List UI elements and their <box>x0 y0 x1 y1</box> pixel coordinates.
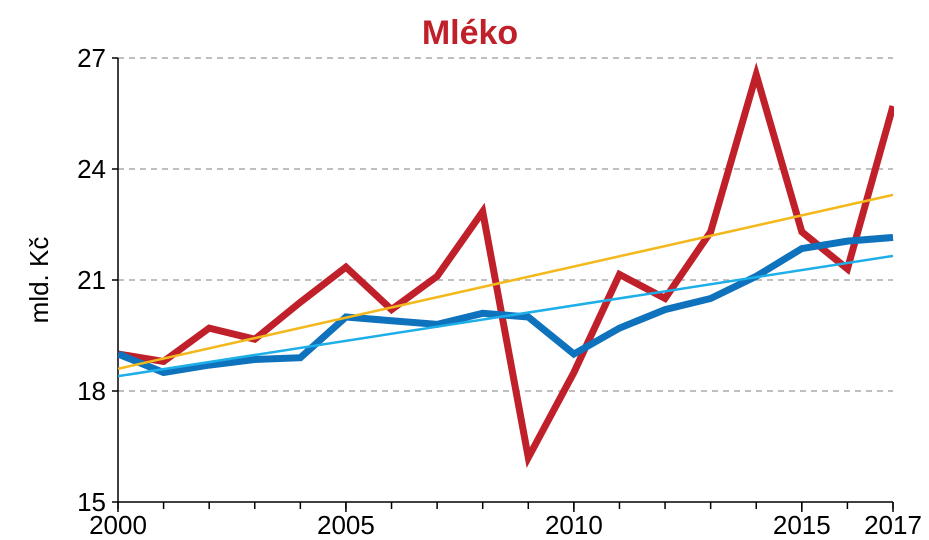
data-line <box>118 62 894 469</box>
x-tick-label: 2015 <box>773 510 831 540</box>
y-tick-label: 27 <box>77 43 106 73</box>
y-tick-label: 15 <box>77 487 106 517</box>
data-line <box>118 193 894 371</box>
chart-title: Mléko <box>422 14 518 52</box>
y-axis-label: mld. Kč <box>24 237 54 324</box>
data-line <box>118 254 894 378</box>
y-tick-label: 21 <box>77 265 106 295</box>
x-tick-label: 2017 <box>864 510 922 540</box>
y-tick-label: 18 <box>77 376 106 406</box>
y-tick-label: 24 <box>77 154 106 184</box>
x-tick-label: 2000 <box>89 510 147 540</box>
x-tick-label: 2005 <box>317 510 375 540</box>
x-tick-label: 2010 <box>545 510 603 540</box>
